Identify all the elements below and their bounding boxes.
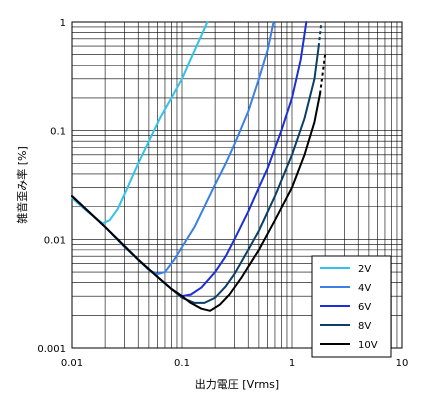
- series-line-2V: [71, 21, 209, 225]
- x-tick-label: 10: [396, 358, 409, 369]
- legend-label-4V: 4V: [358, 283, 371, 294]
- series-line-10V: [71, 92, 322, 312]
- x-tick-labels: 0.01 0.1 1 10: [61, 358, 409, 369]
- y-tick-labels: 1 0.1 0.01 0.001: [37, 18, 66, 355]
- plot-frame: [71, 21, 403, 349]
- legend-label-10V: 10V: [358, 340, 378, 351]
- y-tick-label: 0.001: [37, 344, 66, 355]
- series-line-4V: [71, 21, 275, 275]
- x-tick-label: 1: [289, 358, 295, 369]
- y-tick-label: 1: [60, 18, 66, 29]
- series-line-8V: [71, 45, 320, 304]
- x-tick-label: 0.1: [174, 358, 190, 369]
- x-tick-label: 0.01: [61, 358, 83, 369]
- series-dashed-tail-10V: [319, 54, 327, 94]
- legend-label-6V: 6V: [358, 302, 371, 313]
- y-tick-label: 0.01: [44, 235, 66, 246]
- legend: 2V 4V 6V 8V 10V: [311, 255, 392, 358]
- y-tick-label: 0.1: [50, 127, 66, 138]
- series-dashed-tail-8V: [317, 21, 323, 47]
- y-axis-label: 雑音歪み率 [%]: [15, 146, 29, 224]
- x-axis-label: 出力電圧 [Vrms]: [195, 377, 279, 391]
- legend-label-2V: 2V: [358, 264, 371, 275]
- legend-label-8V: 8V: [358, 321, 371, 332]
- series-layer: [71, 21, 327, 312]
